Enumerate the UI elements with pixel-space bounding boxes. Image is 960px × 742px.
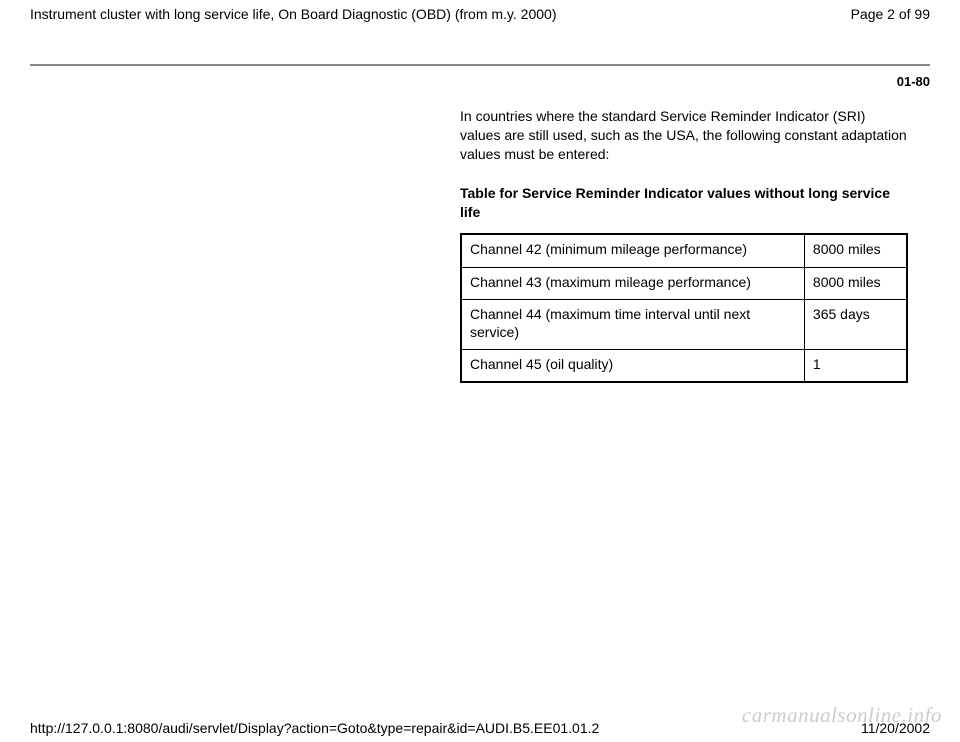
table-row: Channel 45 (oil quality) 1: [461, 350, 907, 383]
footer-url: http://127.0.0.1:8080/audi/servlet/Displ…: [30, 720, 599, 736]
table-row: Channel 43 (maximum mileage performance)…: [461, 267, 907, 299]
sri-values-table: Channel 42 (minimum mileage performance)…: [460, 233, 908, 383]
table-row: Channel 42 (minimum mileage performance)…: [461, 234, 907, 267]
header-page-number: Page 2 of 99: [851, 6, 930, 22]
header-title: Instrument cluster with long service lif…: [30, 6, 556, 22]
footer-date: 11/20/2002: [861, 720, 930, 736]
table-cell-label: Channel 44 (maximum time interval until …: [461, 299, 804, 349]
table-cell-value: 365 days: [804, 299, 907, 349]
intro-paragraph: In countries where the standard Service …: [460, 107, 908, 164]
page-footer: http://127.0.0.1:8080/audi/servlet/Displ…: [0, 720, 960, 736]
table-cell-value: 8000 miles: [804, 267, 907, 299]
table-cell-value: 1: [804, 350, 907, 383]
table-cell-value: 8000 miles: [804, 234, 907, 267]
table-cell-label: Channel 45 (oil quality): [461, 350, 804, 383]
table-cell-label: Channel 43 (maximum mileage performance): [461, 267, 804, 299]
section-number: 01-80: [0, 66, 960, 89]
content-area: In countries where the standard Service …: [460, 107, 908, 383]
table-cell-label: Channel 42 (minimum mileage performance): [461, 234, 804, 267]
page-header: Instrument cluster with long service lif…: [0, 0, 960, 26]
table-title: Table for Service Reminder Indicator val…: [460, 184, 908, 222]
table-row: Channel 44 (maximum time interval until …: [461, 299, 907, 349]
